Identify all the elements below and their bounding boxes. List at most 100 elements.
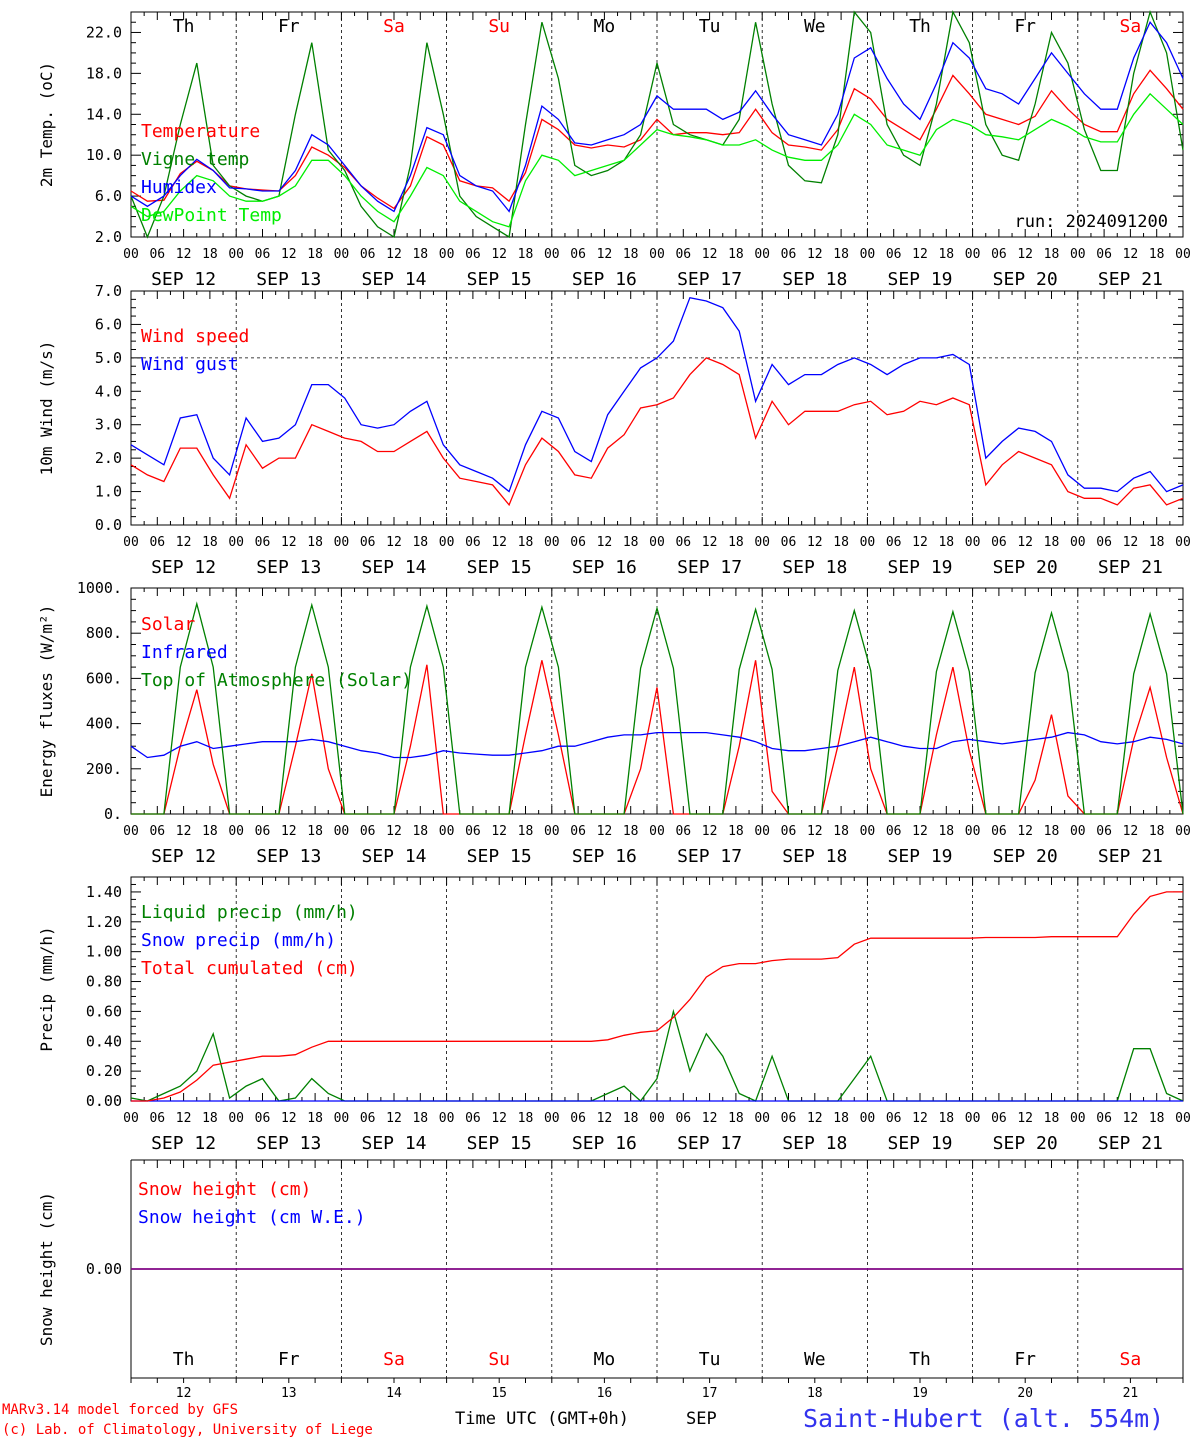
y-tick-label: 18.0 [86, 64, 122, 82]
x-hour-label: 06 [781, 824, 797, 839]
legend-entry: Top of Atmosphere (Solar) [141, 670, 412, 691]
x-hour-label: 12 [491, 824, 507, 839]
y-axis-label: Snow height (cm) [37, 1192, 56, 1346]
x-hour-label: 18 [1149, 247, 1165, 262]
y-tick-label: 1.0 [95, 483, 122, 501]
x-hour-label: 12 [912, 824, 928, 839]
x-hour-label: 06 [991, 1111, 1007, 1126]
weekday-label: We [804, 1349, 826, 1370]
x-date-label: SEP 18 [782, 557, 847, 578]
x-hour-label: 00 [439, 1111, 455, 1126]
x-date-label: SEP 20 [993, 557, 1058, 578]
x-hour-label: 12 [281, 1111, 297, 1126]
y-axis-label: Energy fluxes (W/m²) [37, 605, 56, 798]
series-line [130, 296, 1184, 493]
x-hour-label: 12 [281, 824, 297, 839]
x-hour-label: 06 [465, 247, 481, 262]
x-date-label: SEP 14 [361, 557, 426, 578]
x-hour-label: 18 [938, 247, 954, 262]
x-hour-label: 18 [518, 1111, 534, 1126]
legend-entry: Snow height (cm W.E.) [138, 1207, 366, 1228]
x-hour-label: 00 [965, 247, 981, 262]
x-hour-label: 06 [570, 535, 586, 550]
y-tick-label: 2.0 [95, 228, 122, 246]
y-tick-label: 1.40 [86, 883, 122, 901]
x-hour-label: 06 [991, 824, 1007, 839]
x-hour-label: 18 [518, 247, 534, 262]
weekday-label: Fr [278, 16, 300, 37]
x-hour-label: 18 [833, 824, 849, 839]
x-hour-label: 18 [623, 1111, 639, 1126]
y-tick-label: 4.0 [95, 382, 122, 400]
x-hour-label: 12 [912, 1111, 928, 1126]
x-hour-label: 12 [912, 247, 928, 262]
x-date-label: SEP 16 [572, 1133, 637, 1154]
x-hour-label: 12 [807, 824, 823, 839]
x-hour-label: 12 [597, 824, 613, 839]
x-hour-label: 12 [176, 1111, 192, 1126]
x-hour-label: 12 [281, 247, 297, 262]
x-hour-label: 18 [202, 1111, 218, 1126]
x-hour-label: 12 [702, 535, 718, 550]
legend-entry: Vigne temp [141, 149, 249, 170]
time-axis-label: Time UTC (GMT+0h) [455, 1409, 629, 1429]
x-date-label: SEP 21 [1098, 846, 1163, 867]
x-hour-label: 18 [833, 247, 849, 262]
x-hour-label: 12 [491, 247, 507, 262]
x-hour-label: 00 [754, 1111, 770, 1126]
x-hour-label: 18 [938, 1111, 954, 1126]
x-hour-label: 06 [1096, 535, 1112, 550]
energy-panel: 0. 200. 400. 600. 800. 1000. Energy fluxes (W/… [37, 579, 1191, 867]
x-hour-label: 18 [1044, 824, 1060, 839]
day-number-label: 14 [386, 1386, 402, 1401]
x-hour-label: 00 [860, 824, 876, 839]
x-hour-label: 12 [1123, 535, 1139, 550]
y-tick-label: 0. [104, 805, 122, 823]
x-hour-label: 12 [702, 247, 718, 262]
y-tick-label: 1.20 [86, 913, 122, 931]
weekday-label: Sa [1120, 1349, 1142, 1370]
x-hour-label: 12 [912, 535, 928, 550]
day-number-label: 18 [807, 1386, 823, 1401]
x-hour-label: 12 [597, 1111, 613, 1126]
x-hour-label: 00 [649, 1111, 665, 1126]
x-date-label: SEP 21 [1098, 1133, 1163, 1154]
x-hour-label: 00 [965, 1111, 981, 1126]
series-line [130, 9, 1184, 239]
x-hour-label: 18 [728, 1111, 744, 1126]
x-date-label: SEP 13 [256, 557, 321, 578]
x-hour-label: 06 [360, 824, 376, 839]
station-title: Saint-Hubert (alt. 554m) [803, 1404, 1164, 1433]
x-hour-label: 12 [1123, 824, 1139, 839]
weekday-label: Su [488, 16, 510, 37]
y-tick-label: 0.00 [86, 1092, 122, 1110]
weekday-label: Tu [699, 1349, 721, 1370]
day-number-label: 20 [1017, 1386, 1033, 1401]
x-hour-label: 18 [202, 824, 218, 839]
x-hour-label: 12 [807, 1111, 823, 1126]
x-hour-label: 06 [781, 1111, 797, 1126]
day-number-label: 13 [281, 1386, 297, 1401]
x-hour-label: 18 [307, 824, 323, 839]
x-date-label: SEP 17 [677, 846, 742, 867]
y-axis-label: Precip (mm/h) [37, 926, 56, 1051]
x-hour-label: 06 [781, 247, 797, 262]
x-hour-label: 12 [1017, 535, 1033, 550]
y-tick-label: 600. [86, 669, 122, 687]
y-tick-label: 6.0 [95, 315, 122, 333]
x-hour-label: 18 [412, 824, 428, 839]
x-hour-label: 06 [255, 247, 271, 262]
x-hour-label: 06 [570, 1111, 586, 1126]
x-hour-label: 12 [386, 247, 402, 262]
x-hour-label: 00 [228, 824, 244, 839]
x-date-label: SEP 12 [151, 1133, 216, 1154]
x-date-label: SEP 19 [887, 1133, 952, 1154]
x-hour-label: 06 [149, 247, 165, 262]
legend-entry: Liquid precip (mm/h) [141, 902, 358, 923]
x-hour-label: 00 [123, 247, 139, 262]
day-number-label: 21 [1123, 1386, 1139, 1401]
x-hour-label: 06 [991, 535, 1007, 550]
credit-line-2: (c) Lab. of Climatology, University of L… [2, 1422, 373, 1438]
x-hour-label: 00 [439, 824, 455, 839]
x-hour-label: 00 [334, 247, 350, 262]
